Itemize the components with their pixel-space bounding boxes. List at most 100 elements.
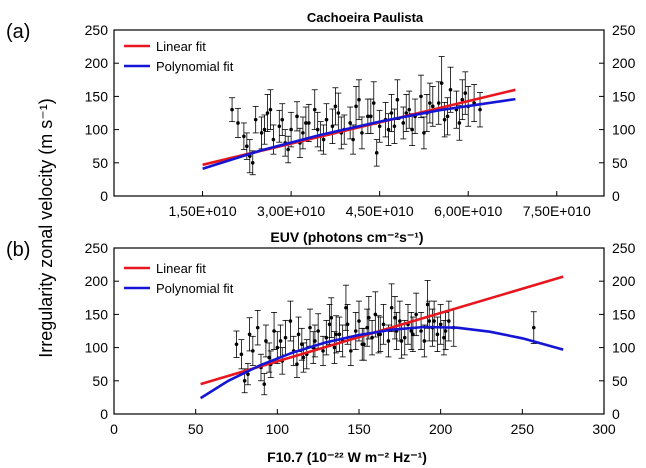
data-point [345,322,350,327]
data-point [286,147,290,152]
x-tick-label: 0 [110,421,118,437]
data-point [349,349,353,353]
data-point [275,345,280,350]
data-point [401,121,406,125]
data-point [296,332,301,337]
data-point [267,355,271,360]
legend-label-polynomial: Polynomial fit [156,59,234,74]
data-point [435,332,440,337]
data-point [321,349,325,353]
data-point [304,121,308,125]
x-tick-label: 250 [511,421,535,437]
y-tick-label-left: 200 [85,55,109,71]
data-point [264,339,268,343]
data-point [308,325,312,330]
data-point [360,131,364,135]
data-point [353,329,358,333]
data-point [277,124,282,129]
x-tick-label: 1,50E+010 [168,203,236,219]
data-point [389,111,394,115]
data-point [442,335,446,340]
y-tick-label-right: 150 [612,306,636,322]
data-point [268,107,273,112]
data-point [376,332,381,337]
data-point [366,114,370,119]
data-point [289,127,293,132]
data-point [348,121,352,125]
shared-y-axis-label: Irregularity zonal velocity (m s⁻¹) [36,98,56,358]
data-point [334,332,338,337]
data-point [374,151,379,155]
y-tick-label-right: 200 [612,273,636,289]
data-point [351,137,355,142]
panel-a: (a) 0 0 50 50 100 100 150 150 200 200 250 250 1,50E+0… [6,21,636,245]
data-point [442,117,447,122]
data-point [327,322,332,327]
plot-frame [113,29,605,197]
data-point [262,127,267,132]
data-point [259,131,264,135]
data-point [419,94,423,99]
y-tick-label-right: 0 [612,406,620,422]
data-point [409,329,414,333]
data-point [236,121,240,125]
y-tick-label-right: 250 [612,22,636,38]
figure-title: Cachoeira Paulista [307,10,424,25]
data-point [386,339,391,343]
data-point [436,101,441,105]
data-point [381,322,386,327]
data-point [234,342,239,347]
data-point [377,124,382,129]
y-tick-label-left: 100 [85,122,109,138]
data-point [295,362,299,367]
x-tick-label: 4,50E+010 [346,203,414,219]
data-point [369,114,373,119]
data-point [422,339,427,343]
data-point [242,134,246,139]
data-point [271,137,276,142]
data-point [419,329,423,333]
data-point [371,101,376,105]
legend-label-polynomial: Polynomial fit [156,281,234,296]
y-tick-label-left: 150 [85,306,109,322]
data-point [407,107,411,112]
data-point [262,382,267,386]
legend-label-linear: Linear fit [156,39,206,54]
data-point [251,349,255,353]
data-point [463,91,468,95]
data-point [414,312,418,317]
data-point [265,111,270,115]
legend-label-linear: Linear fit [156,261,206,276]
data-point [301,355,306,360]
data-point [422,131,426,135]
x-axis-title: EUV (photons cm⁻²s⁻¹) [270,229,423,245]
data-point [250,161,255,165]
x-tick-label: 100 [266,421,290,437]
data-point [336,111,341,115]
data-point [272,329,276,333]
data-point [404,111,409,115]
data-point [410,127,414,132]
data-point [398,319,402,323]
data-point [531,325,536,330]
y-tick-label-left: 0 [100,406,108,422]
data-point [373,312,378,317]
data-point [280,117,285,122]
data-point [333,104,338,109]
y-tick-label-right: 200 [612,55,636,71]
polynomial-fit-line [199,325,564,400]
polynomial-fit-line [202,97,516,171]
y-tick-label-left: 250 [85,240,109,256]
x-tick-label: 200 [429,421,453,437]
data-point [332,345,337,350]
y-tick-label-left: 50 [92,373,108,389]
data-point [447,319,451,323]
y-tick-label-right: 250 [612,240,636,256]
y-tick-label-right: 100 [612,340,636,356]
data-point [324,335,329,340]
data-point [386,127,391,132]
data-point [321,137,326,142]
data-point [399,339,404,343]
